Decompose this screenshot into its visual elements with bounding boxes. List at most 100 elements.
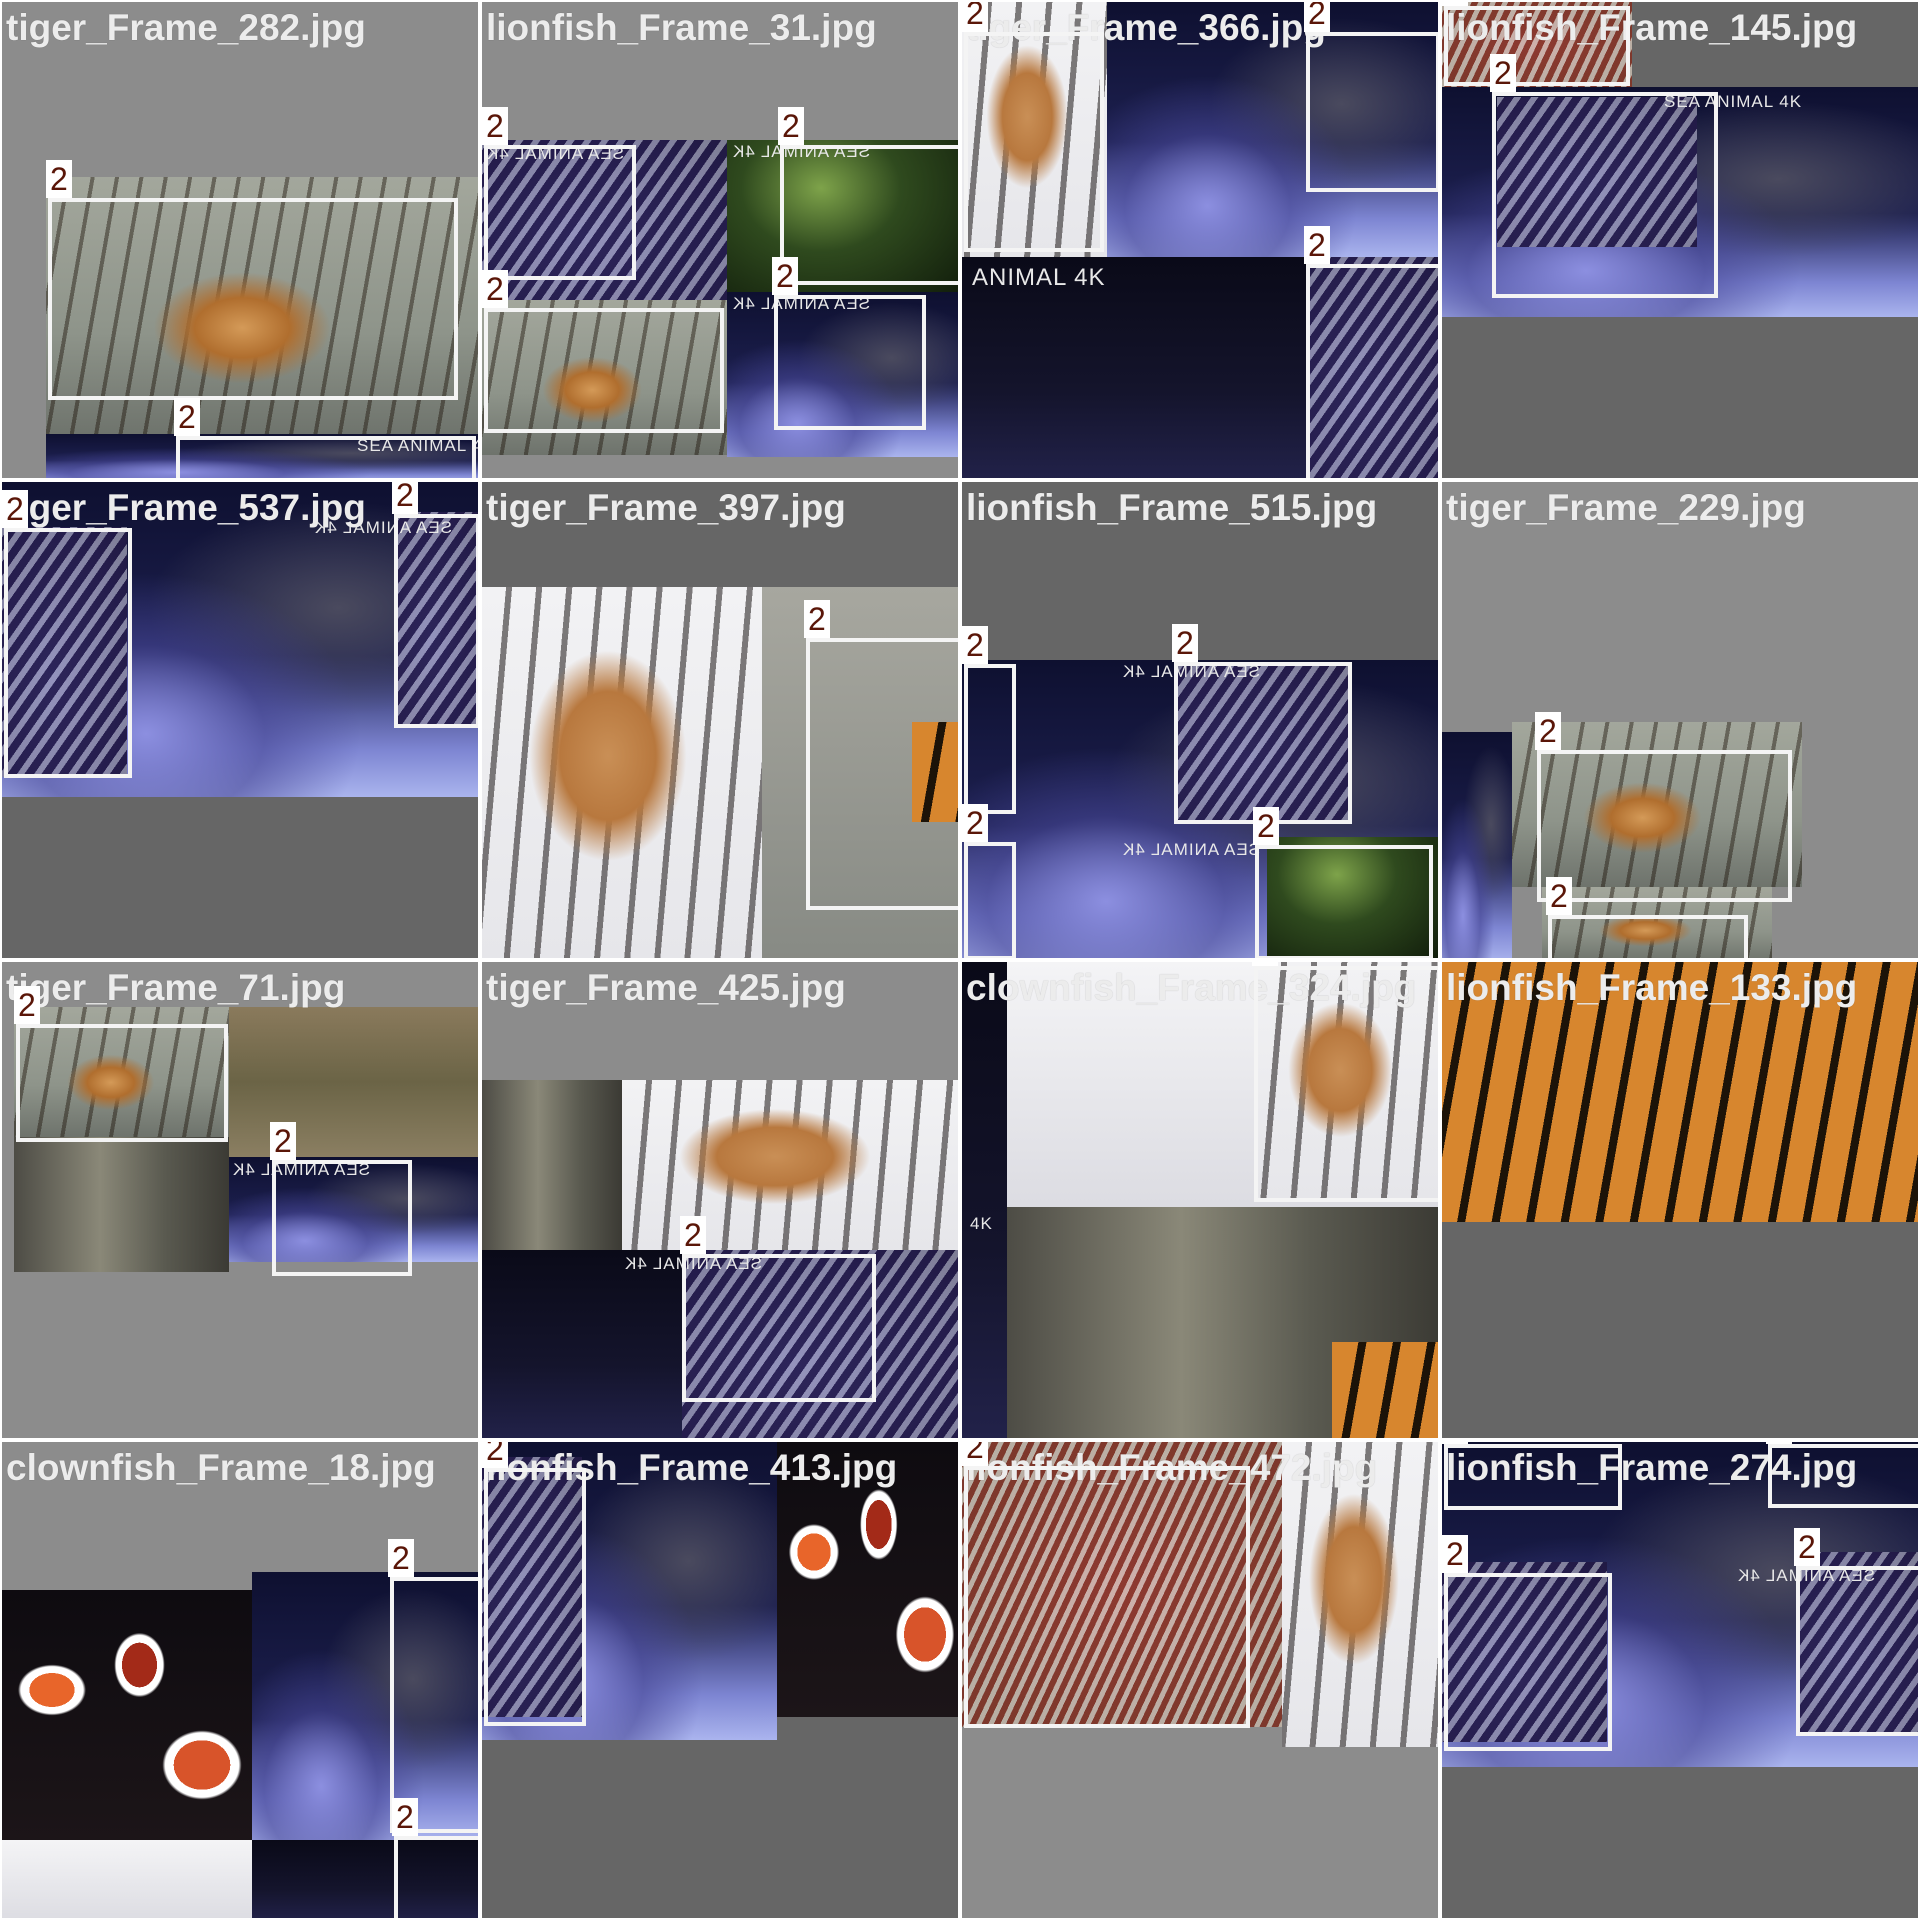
class-label: 2 (14, 986, 40, 1024)
lionfish-photo (252, 1840, 478, 1918)
bounding-box: 2 (392, 1798, 478, 1918)
lionfish-photo (1307, 257, 1438, 478)
bounding-box: 2 (1546, 877, 1748, 958)
tiger-photo (622, 1080, 958, 1250)
mosaic-tile: lionfish_Frame_133.jpg (1440, 960, 1920, 1440)
lionfish-photo (482, 1457, 582, 1717)
mosaic-tile: tiger_Frame_397.jpg 2 (480, 480, 960, 960)
tile-title: lionfish_Frame_145.jpg (1446, 7, 1858, 48)
bounding-box: 2 (680, 1216, 876, 1402)
bounding-box: 2 (1442, 2, 1630, 86)
class-label: 2 (1546, 877, 1572, 915)
bounding-box: 2 (772, 257, 926, 430)
class-label: 2 (270, 1122, 296, 1160)
watermark-text: SEA ANIMAL 4K (1122, 840, 1261, 859)
mosaic-tile: tiger_Frame_229.jpg 2 2 (1440, 480, 1920, 960)
bounding-box: 2 (2, 490, 132, 778)
tile-title: lionfish_Frame_413.jpg (486, 1447, 898, 1488)
class-label: 2 (962, 626, 988, 664)
mosaic-tile: SEA ANIMAL 4K lionfish_Frame_145.jpg 2 2 (1440, 0, 1920, 480)
lionfish-photo (1177, 664, 1352, 824)
lionfish-photo (229, 1157, 478, 1262)
bounding-box: 2 (1252, 962, 1438, 1202)
bounding-box: 2 (482, 270, 724, 433)
class-label: 2 (1442, 2, 1468, 6)
tiger-photo (482, 587, 762, 958)
class-label: 2 (962, 2, 988, 32)
class-label: 2 (1304, 2, 1330, 32)
mosaic-tile: SEA ANIMAL 4K tiger_Frame_425.jpg 2 (480, 960, 960, 1440)
bounding-box: 2 (1535, 712, 1792, 902)
bounding-box: 2 (962, 804, 1016, 958)
tiger-photo (46, 177, 478, 437)
lionfish-photo (1442, 732, 1512, 958)
bounding-box: 2 (482, 1442, 586, 1726)
bounding-box: 2 (1794, 1528, 1918, 1736)
mosaic-tile: lionfish_Frame_413.jpg 2 (480, 1440, 960, 1920)
class-label: 2 (962, 804, 988, 842)
tiger-photo (1442, 962, 1918, 1222)
class-label: 2 (1442, 1442, 1468, 1444)
tile-title: tiger_Frame_282.jpg (6, 7, 366, 48)
bounding-box: 2 (778, 107, 958, 285)
watermark-text: ANIMAL 4K (972, 264, 1106, 291)
lionfish-photo (962, 1442, 1282, 1727)
class-label: 2 (962, 1442, 988, 1466)
tiger-photo (1332, 1342, 1438, 1438)
lionfish-photo (962, 962, 1007, 1438)
class-label: 2 (482, 270, 508, 308)
bounding-box: 2 (1253, 807, 1433, 958)
bounding-box: 2 (174, 398, 476, 478)
tile-title: tiger_Frame_397.jpg (486, 487, 846, 528)
mosaic-tile: 4K clownfish_Frame_324.jpg 2 (960, 960, 1440, 1440)
class-label: 2 (1490, 54, 1516, 92)
lionfish-photo (1442, 2, 1632, 87)
clownfish-photo (2, 1590, 252, 1840)
lionfish-photo (397, 512, 478, 727)
lionfish-photo (1107, 2, 1438, 257)
lionfish-photo (682, 1250, 958, 1438)
tile-title: tiger_Frame_537.jpg (6, 487, 366, 528)
tile-title: lionfish_Frame_133.jpg (1446, 967, 1858, 1008)
tile-title: tiger_Frame_71.jpg (6, 967, 346, 1008)
class-label: 2 (1766, 1442, 1792, 1444)
class-label: 2 (46, 160, 72, 198)
class-label: 2 (482, 107, 508, 145)
lionfish-photo (1797, 1552, 1918, 1732)
tiger-photo (962, 2, 1107, 257)
tiger-photo (2, 1840, 252, 1918)
mosaic-tile: SEA ANIMAL 4K tiger_Frame_71.jpg 2 2 (0, 960, 480, 1440)
bounding-box: 2 (392, 482, 478, 728)
class-label: 2 (1442, 1535, 1468, 1573)
tiger-photo (1257, 962, 1438, 1202)
rock-photo (482, 1080, 622, 1250)
lionfish-photo (1497, 97, 1697, 247)
class-label: 2 (1253, 807, 1279, 845)
mosaic-tile: SEA ANIMAL 4K lionfish_Frame_274.jpg 2 2… (1440, 1440, 1920, 1920)
tile-title: tiger_Frame_366.jpg (966, 7, 1326, 48)
tile-title: tiger_Frame_229.jpg (1446, 487, 1806, 528)
lionfish-photo (482, 140, 727, 300)
bounding-box: 2 (962, 626, 1016, 814)
class-label: 2 (2, 490, 28, 528)
lionfish-photo (482, 1250, 682, 1438)
tiger-photo (1282, 1442, 1438, 1747)
tile-title: clownfish_Frame_18.jpg (6, 1447, 436, 1488)
mosaic-tile: SEA ANIMAL 4K SEA ANIMAL 4K SEA ANIMAL 4… (480, 0, 960, 480)
bounding-box: 2 (1442, 1442, 1622, 1510)
tiger-photo (14, 1137, 229, 1272)
tile-title: lionfish_Frame_31.jpg (486, 7, 877, 48)
tile-title: tiger_Frame_425.jpg (486, 967, 846, 1008)
mosaic-tile: SEA ANIMAL 4K SEA ANIMAL 4K lionfish_Fra… (960, 480, 1440, 960)
mosaic-tile: clownfish_Frame_18.jpg 2 2 (0, 1440, 480, 1920)
mosaic-tile: lionfish_Frame_472.jpg 2 (960, 1440, 1440, 1920)
watermark-text: SEA ANIMAL 4K (357, 436, 478, 455)
class-label: 2 (804, 600, 830, 638)
bounding-box: 2 (482, 107, 636, 280)
bounding-box: 2 (270, 1122, 412, 1276)
mosaic-tile: ANIMAL 4K tiger_Frame_366.jpg 2 2 2 (960, 0, 1440, 480)
tiger-photo (229, 1007, 478, 1157)
class-label: 2 (482, 1442, 508, 1468)
class-label: 2 (388, 1539, 414, 1577)
